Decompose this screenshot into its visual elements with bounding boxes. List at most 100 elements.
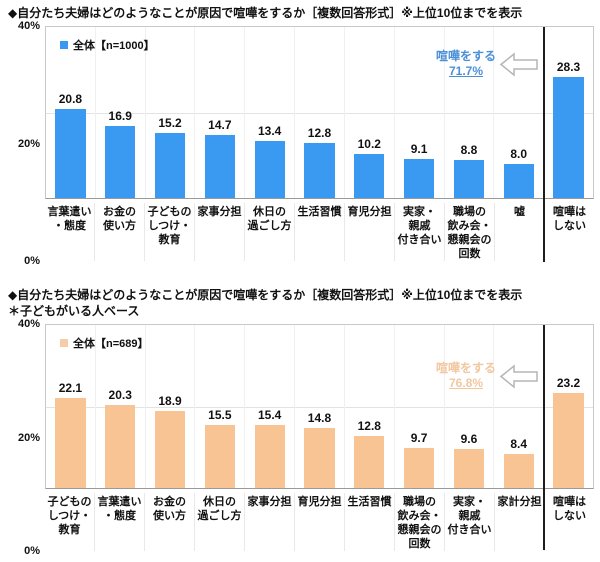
x-axis-label: 子どもの しつけ・ 教育	[45, 493, 95, 551]
y-tick-40: 40%	[17, 20, 40, 32]
legend-label: 全体【n=1000】	[73, 40, 155, 52]
chart-bottom: ◆自分たち夫婦はどのようなことが原因で喧嘩をするか［複数回答形式］※上位10位ま…	[8, 287, 594, 557]
x-axis-label: 喧嘩は しない	[553, 206, 586, 232]
bar	[354, 435, 385, 488]
bar	[105, 125, 136, 198]
annotation-label: 喧嘩をする	[435, 49, 496, 63]
bar	[553, 77, 584, 198]
bar-value-label: 9.7	[410, 431, 428, 446]
bar	[55, 109, 86, 198]
annotation-label: 喧嘩をする	[435, 361, 496, 375]
fight-rate-annotation: 喧嘩をする 71.7%	[436, 49, 539, 79]
y-tick-0: 0%	[24, 545, 40, 557]
bar	[403, 159, 435, 198]
fight-rate-annotation: 喧嘩をする 76.8%	[436, 361, 539, 391]
x-axis-labels: 言葉遣い ・態度 お金の 使い方 子どもの しつけ・ 教育 家事分担 休日の 過ごし方生…	[45, 203, 594, 261]
x-axis-label: 生活習慣	[345, 493, 395, 551]
bar-column: 8.8	[445, 27, 495, 198]
y-tick-40: 40%	[17, 318, 40, 330]
x-axis-label: 職場の 飲み会・ 懇親会の 回数	[445, 203, 495, 261]
bar-column: 15.2	[146, 27, 196, 198]
legend-swatch-icon	[60, 41, 68, 49]
x-axis-label: 実家・ 親戚 付き合い	[395, 203, 445, 261]
plot-area: 全体【n=689】 22.1 20.3 18.9 15.5 15.4 14.8 12.8 9.…	[45, 324, 594, 550]
x-axis-label: 喧嘩は しない	[553, 496, 586, 522]
bar-value-label: 9.6	[460, 431, 478, 446]
chart-title: ◆自分たち夫婦はどのようなことが原因で喧嘩をするか［複数回答形式］※上位10位ま…	[8, 288, 523, 302]
bar	[254, 425, 285, 488]
bar	[105, 405, 136, 488]
bar-value-label: 20.8	[58, 92, 83, 107]
bar-column: 20.3	[96, 325, 146, 488]
y-tick-0: 0%	[24, 255, 40, 267]
bar-column: 12.8	[295, 27, 345, 198]
bar	[204, 135, 235, 198]
legend-label: 全体【n=689】	[73, 338, 149, 350]
bar-column: 8.4	[494, 325, 545, 488]
plot-area: 全体【n=1000】 20.8 16.9 15.2 14.7 13.4 12.8 10.2 9…	[45, 26, 594, 262]
bar-value-label: 13.4	[257, 123, 282, 138]
bar	[154, 133, 186, 198]
x-axis-label: 家事分担	[245, 493, 295, 551]
bar-column: 15.5	[195, 325, 246, 488]
chart-title: ◆自分たち夫婦はどのようなことが原因で喧嘩をするか［複数回答形式］※上位10位ま…	[8, 6, 523, 20]
bar	[403, 448, 435, 488]
x-axis-label: お金の 使い方	[95, 203, 145, 261]
bar-value-label: 18.9	[158, 393, 182, 408]
no-fight-separator-line	[543, 325, 546, 550]
legend: 全体【n=1000】	[60, 37, 155, 53]
bar-column: 9.1	[395, 27, 445, 198]
x-axis-label: 育児分担	[345, 203, 395, 261]
y-tick-20: 20%	[17, 137, 40, 150]
x-axis-label: 嘘	[495, 203, 545, 261]
bar-value-label: 8.0	[510, 146, 528, 161]
bar	[304, 427, 335, 488]
bar-value-label: 20.3	[108, 388, 132, 403]
bar	[354, 154, 385, 198]
bar	[304, 143, 335, 198]
bar-value-label: 22.1	[58, 380, 83, 395]
annotation-text: 喧嘩をする 71.7%	[436, 49, 496, 79]
bar	[553, 393, 584, 488]
annotation-value: 71.7%	[448, 64, 483, 78]
bar-value-label: 14.7	[208, 118, 232, 133]
x-axis-label: 育児分担	[295, 493, 345, 551]
bar	[254, 140, 285, 198]
chart-body: 40% 20% 0% 全体【n=1000】 20.8 16.9 15.2 14.7 13…	[8, 20, 594, 267]
bar-value-label: 15.5	[208, 407, 232, 422]
bar-value-label: 8.8	[460, 143, 478, 158]
bar-column: 28.3	[544, 27, 593, 198]
gridline-20pct	[46, 406, 593, 408]
bar-column: 15.4	[245, 325, 296, 488]
bar	[503, 163, 534, 198]
x-axis-label: 家計分担	[495, 493, 545, 551]
bar-value-label: 15.2	[158, 116, 182, 131]
x-axis-label: 職場の 飲み会・ 懇親会の 回数	[395, 493, 445, 551]
no-fight-separator-line	[543, 27, 546, 262]
x-axis-label: 生活習慣	[295, 203, 345, 261]
bar-column: 14.7	[195, 27, 246, 198]
bar-value-label: 10.2	[357, 137, 381, 152]
bar-value-label: 15.4	[257, 408, 282, 423]
bar-column: 22.1	[46, 325, 96, 488]
legend-swatch-icon	[60, 339, 68, 347]
bar	[55, 397, 86, 488]
x-axis-label: 言葉遣い ・態度	[95, 493, 145, 551]
gridline-20pct	[46, 112, 593, 114]
bar-value-label: 16.9	[108, 108, 132, 123]
bar-column: 9.7	[395, 325, 445, 488]
bar-column: 16.9	[96, 27, 146, 198]
y-axis: 40% 20% 0%	[8, 20, 45, 267]
chart-top: ◆自分たち夫婦はどのようなことが原因で喧嘩をするか［複数回答形式］※上位10位ま…	[8, 5, 594, 267]
annotation-text: 喧嘩をする 76.8%	[436, 361, 496, 391]
plot-wrap: 全体【n=689】 22.1 20.3 18.9 15.5 15.4 14.8 12.8 9.…	[45, 324, 594, 551]
bar	[154, 410, 186, 488]
x-axis-label: 実家・ 親戚 付き合い	[445, 493, 495, 551]
bar-value-label: 9.1	[410, 142, 428, 157]
bar	[503, 453, 534, 488]
chart-subtitle: ＊子どもがいる人ベース	[8, 304, 140, 318]
bar	[453, 448, 485, 488]
plot-wrap: 全体【n=1000】 20.8 16.9 15.2 14.7 13.4 12.8 10.2 9…	[45, 26, 594, 262]
bar-column: 18.9	[146, 325, 196, 488]
